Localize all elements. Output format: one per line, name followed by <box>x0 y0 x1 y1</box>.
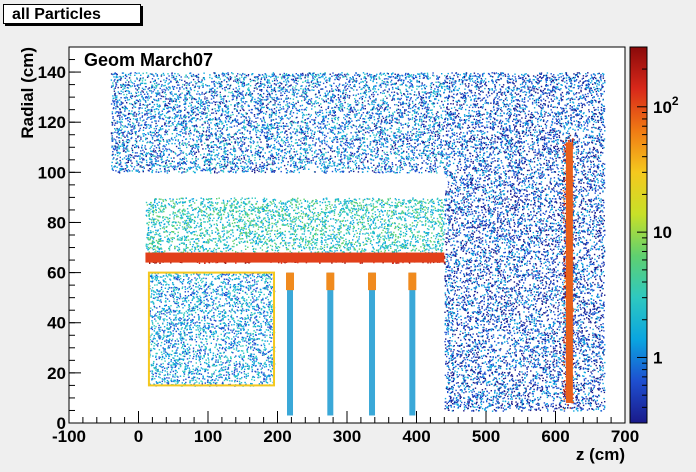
y-tick-label: 20 <box>47 364 66 383</box>
y-axis-label: Radial (cm) <box>18 47 37 139</box>
region-upper-barrel-cloud <box>110 72 446 174</box>
x-tick-label: 200 <box>263 427 291 446</box>
y-tick-label: 0 <box>57 414 66 433</box>
y-tick-label: 40 <box>47 314 66 333</box>
field-cage-band <box>145 252 445 263</box>
chart-title: Geom March07 <box>84 50 213 71</box>
axes-layer: -100 0 100 200 300 400 500 600 70002040608010012… <box>18 46 639 464</box>
colorbar-bar <box>629 46 648 424</box>
x-tick-label: 600 <box>541 427 569 446</box>
inner-box-outline <box>147 271 276 387</box>
x-tick-label: 100 <box>194 427 222 446</box>
colorbar-tick-label: 1 <box>653 348 662 367</box>
x-tick-label: 300 <box>333 427 361 446</box>
support-post-cap <box>286 272 295 291</box>
density-layer <box>110 72 606 412</box>
title-tag-label: all Particles <box>12 6 101 23</box>
gap-wall <box>100 182 108 393</box>
support-post <box>369 272 376 416</box>
support-post-cap <box>408 272 417 291</box>
gap-band <box>138 177 448 190</box>
structure-layer <box>100 142 573 416</box>
region-inner-box <box>148 272 276 387</box>
colorbar: 1 10 102 <box>629 46 679 424</box>
support-post <box>287 272 294 416</box>
x-tick-label: 700 <box>611 427 639 446</box>
region-tpc-volume <box>145 197 446 259</box>
y-tick-label: 80 <box>47 213 66 232</box>
x-tick-label: 500 <box>472 427 500 446</box>
colorbar-tick-exponent: 2 <box>672 94 679 108</box>
colorbar-tick-label: 10 <box>653 223 672 242</box>
endcap-band <box>565 142 573 403</box>
support-post <box>409 272 416 416</box>
y-tick-label: 140 <box>38 63 66 82</box>
y-tick-label: 120 <box>38 113 66 132</box>
colorbar-tick-label: 102 <box>653 94 679 117</box>
region-forward-region <box>444 72 606 412</box>
x-tick-label: 0 <box>134 427 143 446</box>
support-post-cap <box>326 272 335 291</box>
y-tick-label: 100 <box>38 163 66 182</box>
support-post-cap <box>368 272 377 291</box>
x-tick-label: -100 <box>52 427 86 446</box>
plot-area <box>69 47 625 423</box>
y-tick-label: 60 <box>47 264 66 283</box>
x-axis-label: z (cm) <box>576 445 625 464</box>
support-post <box>327 272 334 416</box>
title-tag-box: all Particles <box>3 4 141 24</box>
x-tick-label: 400 <box>402 427 430 446</box>
